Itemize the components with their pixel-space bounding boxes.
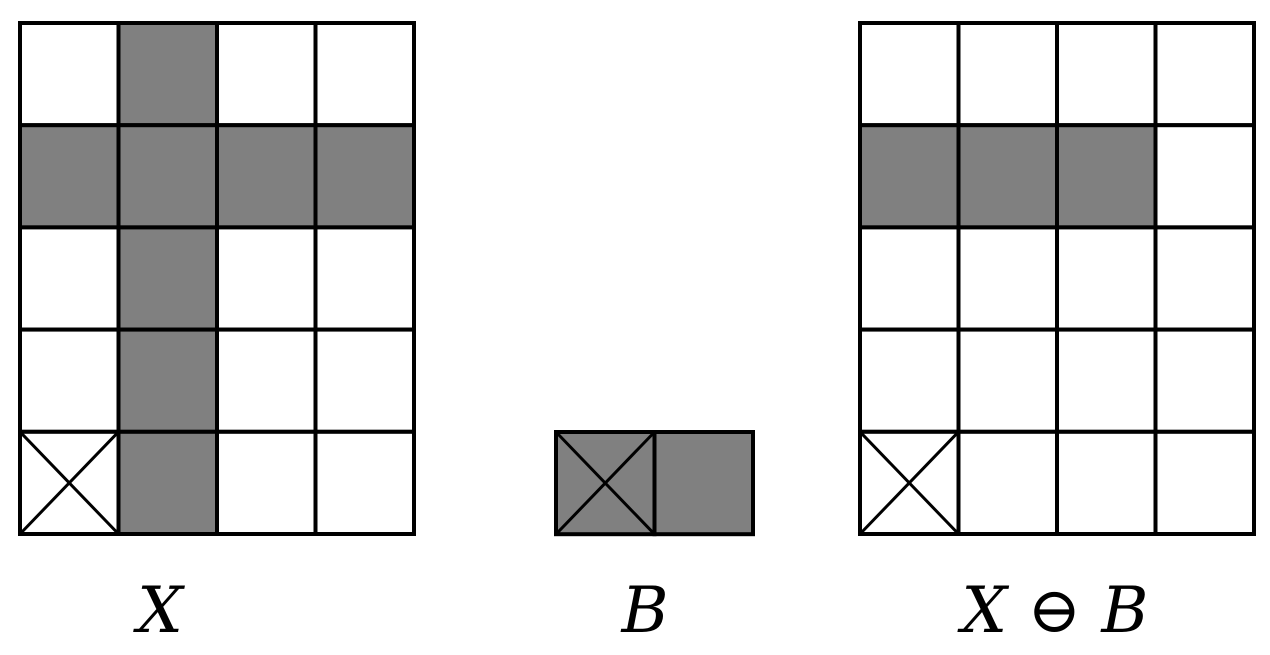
empty-cell <box>1153 21 1256 128</box>
filled-cell <box>116 21 219 128</box>
label-x: X <box>132 574 185 648</box>
empty-cell <box>1055 21 1158 128</box>
label-b: B <box>620 574 668 648</box>
grid-x <box>18 21 416 536</box>
filled-cell <box>116 429 219 536</box>
filled-cell <box>215 123 318 230</box>
label-erosion: X ⊖ B <box>957 574 1149 648</box>
filled-cell <box>116 123 219 230</box>
empty-cell <box>858 327 961 434</box>
empty-cell <box>313 327 416 434</box>
origin-cross-icon <box>858 430 960 536</box>
filled-cell <box>652 430 755 537</box>
empty-cell <box>1055 429 1158 536</box>
origin-cross-icon <box>554 430 656 536</box>
empty-cell <box>313 429 416 536</box>
empty-cell <box>858 225 961 332</box>
empty-cell <box>313 225 416 332</box>
empty-cell <box>215 327 318 434</box>
filled-cell <box>1055 123 1158 230</box>
empty-cell <box>956 21 1059 128</box>
empty-cell <box>1153 327 1256 434</box>
empty-cell <box>1055 225 1158 332</box>
empty-cell <box>1153 429 1256 536</box>
empty-cell <box>858 21 961 128</box>
empty-cell <box>956 429 1059 536</box>
empty-cell <box>215 21 318 128</box>
filled-cell <box>18 123 121 230</box>
empty-cell <box>215 429 318 536</box>
empty-cell <box>18 225 121 332</box>
empty-cell <box>956 327 1059 434</box>
empty-cell <box>1153 225 1256 332</box>
grid-erosion-result <box>858 21 1256 536</box>
filled-cell <box>313 123 416 230</box>
empty-cell <box>313 21 416 128</box>
filled-cell <box>956 123 1059 230</box>
empty-cell <box>956 225 1059 332</box>
empty-cell <box>18 327 121 434</box>
empty-cell <box>18 21 121 128</box>
filled-cell <box>116 327 219 434</box>
origin-cross-icon <box>18 430 120 536</box>
empty-cell <box>1153 123 1256 230</box>
empty-cell <box>1055 327 1158 434</box>
filled-cell <box>858 123 961 230</box>
grid-b <box>554 430 755 537</box>
empty-cell <box>215 225 318 332</box>
filled-cell <box>116 225 219 332</box>
